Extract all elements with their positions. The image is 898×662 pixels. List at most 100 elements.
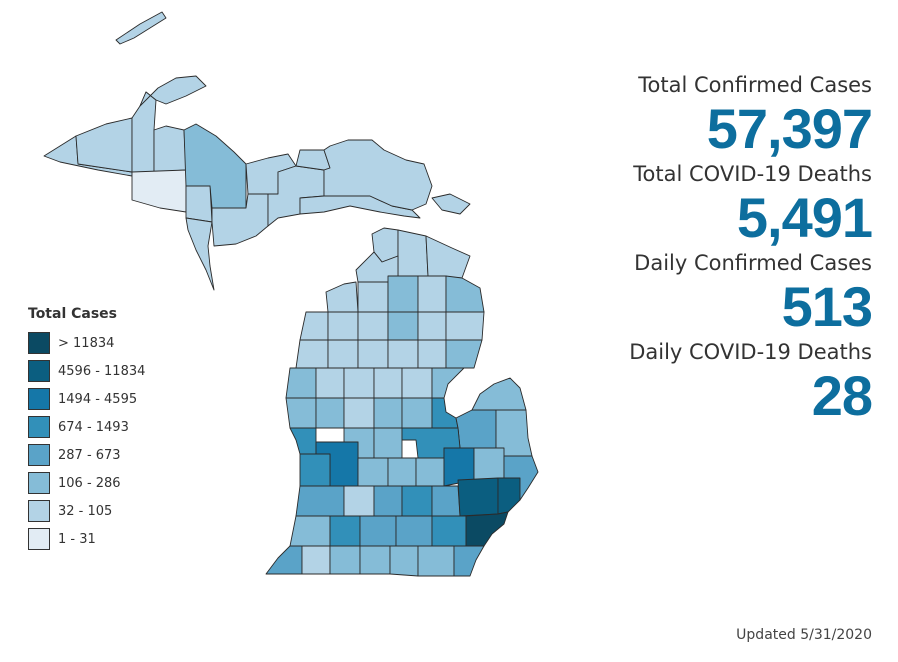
- county-manistee[interactable]: [295, 339, 329, 369]
- county-arenac[interactable]: [431, 367, 465, 399]
- county-midland[interactable]: [401, 397, 433, 429]
- total-deaths-value: 5,491: [736, 186, 873, 249]
- county-otsego[interactable]: [387, 275, 419, 313]
- legend-item: > 11834: [28, 329, 145, 357]
- county-kalkaska[interactable]: [357, 311, 389, 341]
- county-keweenaw[interactable]: [139, 75, 207, 107]
- legend-title: Total Cases: [28, 306, 118, 322]
- county-mason[interactable]: [285, 367, 317, 399]
- daily-deaths-value: 28: [811, 364, 873, 427]
- county-allegan[interactable]: [295, 485, 345, 517]
- legend-label: 674 - 1493: [58, 419, 129, 435]
- legend-swatch: [28, 388, 50, 410]
- county-lenawee[interactable]: [417, 545, 455, 577]
- county-alcona[interactable]: [445, 311, 485, 341]
- updated-date: Updated 5/31/2020: [736, 627, 872, 643]
- county-jackson[interactable]: [395, 515, 433, 547]
- county-clare[interactable]: [373, 367, 403, 399]
- county-keweenaw-isle-royale[interactable]: [115, 11, 167, 45]
- legend-swatch: [28, 472, 50, 494]
- county-gladwin[interactable]: [401, 367, 433, 399]
- county-ingham[interactable]: [401, 485, 433, 517]
- county-menominee[interactable]: [185, 217, 215, 291]
- daily-deaths-label: Daily COVID-19 Deaths: [629, 340, 872, 364]
- legend-swatch: [28, 332, 50, 354]
- county-dickinson[interactable]: [185, 185, 213, 223]
- county-roscommon[interactable]: [387, 339, 419, 369]
- county-ogemaw[interactable]: [417, 339, 447, 369]
- legend-swatch: [28, 444, 50, 466]
- county-livingston[interactable]: [431, 485, 461, 517]
- county-baraga[interactable]: [153, 125, 187, 173]
- county-oakland[interactable]: [457, 477, 499, 517]
- county-oceana[interactable]: [285, 397, 317, 429]
- legend-item: 1494 - 4595: [28, 385, 145, 413]
- county-tuscola[interactable]: [455, 409, 497, 449]
- county-isabella[interactable]: [373, 397, 403, 429]
- county-chippewa[interactable]: [323, 139, 433, 211]
- county-lake[interactable]: [315, 367, 345, 399]
- county-iron[interactable]: [131, 169, 187, 213]
- county-muskegon[interactable]: [289, 427, 317, 455]
- county-branch[interactable]: [359, 545, 391, 575]
- legend-label: 4596 - 11834: [58, 363, 146, 379]
- county-hillsdale[interactable]: [389, 545, 419, 577]
- county-clinton[interactable]: [387, 457, 417, 487]
- county-shiawassee[interactable]: [415, 457, 445, 487]
- county-washtenaw[interactable]: [431, 515, 467, 547]
- county-antrim[interactable]: [357, 281, 389, 313]
- county-crawford[interactable]: [387, 311, 419, 341]
- county-bay[interactable]: [431, 397, 459, 429]
- legend-label: 1 - 31: [58, 531, 96, 547]
- county-mecosta[interactable]: [343, 397, 375, 429]
- county-ionia[interactable]: [357, 457, 389, 487]
- legend-label: 106 - 286: [58, 475, 121, 491]
- county-alpena[interactable]: [445, 275, 485, 313]
- legend-label: 32 - 105: [58, 503, 113, 519]
- county-iosco[interactable]: [445, 339, 483, 369]
- total-confirmed-cases-label: Total Confirmed Cases: [638, 73, 872, 97]
- county-lapeer[interactable]: [473, 447, 505, 481]
- county-oscoda[interactable]: [417, 311, 447, 341]
- county-cass[interactable]: [301, 545, 331, 575]
- county-eaton[interactable]: [373, 485, 403, 517]
- stats-panel: Total Confirmed Cases 57,397 Total COVID…: [552, 72, 873, 427]
- county-huron[interactable]: [471, 377, 527, 411]
- county-montmorency[interactable]: [417, 275, 447, 313]
- county-newaygo[interactable]: [315, 397, 345, 429]
- total-deaths-label: Total COVID-19 Deaths: [633, 162, 872, 186]
- county-grand-traverse[interactable]: [327, 311, 359, 341]
- county-ontonagon[interactable]: [75, 117, 133, 173]
- daily-confirmed-cases-label: Daily Confirmed Cases: [634, 251, 872, 275]
- legend-item: 1 - 31: [28, 525, 145, 553]
- county-wexford[interactable]: [327, 339, 359, 369]
- county-wayne[interactable]: [465, 511, 509, 547]
- county-macomb[interactable]: [497, 477, 521, 515]
- legend-label: 1494 - 4595: [58, 391, 138, 407]
- county-benzie[interactable]: [299, 311, 329, 341]
- county-barry[interactable]: [343, 485, 375, 517]
- daily-confirmed-cases-value: 513: [781, 275, 873, 338]
- total-confirmed-cases-value: 57,397: [706, 97, 873, 160]
- county-kalamazoo[interactable]: [329, 515, 361, 547]
- county-ottawa[interactable]: [299, 453, 331, 487]
- county-berrien[interactable]: [265, 545, 303, 575]
- county-gratiot[interactable]: [373, 427, 403, 459]
- legend-label: 287 - 673: [58, 447, 121, 463]
- county-st-joseph[interactable]: [329, 545, 361, 575]
- county-houghton[interactable]: [131, 91, 157, 173]
- legend-item: 106 - 286: [28, 469, 145, 497]
- county-delta[interactable]: [211, 193, 269, 247]
- county-drummond-island[interactable]: [431, 193, 471, 215]
- county-presque-isle[interactable]: [425, 235, 471, 279]
- county-calhoun[interactable]: [359, 515, 397, 547]
- legend-swatch: [28, 528, 50, 550]
- county-osceola[interactable]: [343, 367, 375, 399]
- county-van-buren[interactable]: [289, 515, 331, 547]
- legend-item: 674 - 1493: [28, 413, 145, 441]
- county-missaukee[interactable]: [357, 339, 389, 369]
- county-monroe[interactable]: [453, 545, 485, 577]
- county-cheboygan[interactable]: [397, 229, 429, 277]
- county-leelanau[interactable]: [325, 281, 359, 313]
